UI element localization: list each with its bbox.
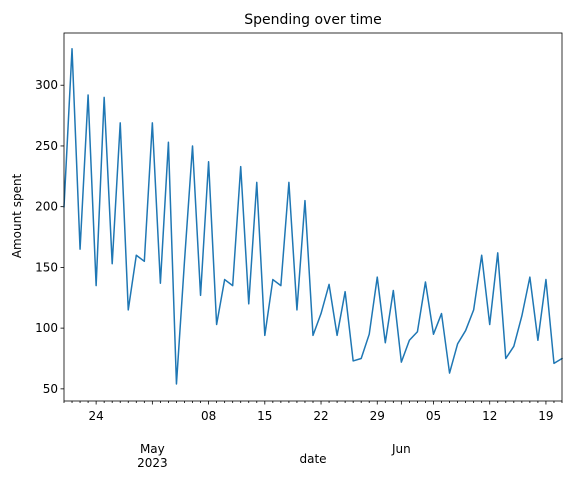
y-tick-label: 200 <box>35 200 58 214</box>
x-tick-label: 05 <box>426 409 441 423</box>
y-axis: 50 100 150 200 250 300 <box>35 78 64 396</box>
y-axis-label: Amount spent <box>10 173 24 258</box>
y-tick-label: 100 <box>35 321 58 335</box>
chart-title: Spending over time <box>244 12 382 28</box>
x-tick-label: 29 <box>370 409 385 423</box>
y-tick-label: 150 <box>35 260 58 274</box>
y-tick-label: 250 <box>35 139 58 153</box>
x-tick-label: Jun <box>391 442 411 456</box>
x-tick-label: 08 <box>201 409 216 423</box>
series-line <box>63 48 564 385</box>
x-tick-label: 15 <box>257 409 272 423</box>
x-tick-label: 2023 <box>137 456 168 470</box>
y-tick-label: 50 <box>43 382 58 396</box>
x-tick-label: 24 <box>88 409 103 423</box>
x-axis-label: date <box>299 452 326 466</box>
plot-frame <box>63 32 563 402</box>
x-tick-label: 19 <box>538 409 553 423</box>
x-tick-label: 22 <box>313 409 328 423</box>
x-tick-label: May <box>140 442 165 456</box>
y-tick-label: 300 <box>35 78 58 92</box>
x-tick-label: 12 <box>482 409 497 423</box>
